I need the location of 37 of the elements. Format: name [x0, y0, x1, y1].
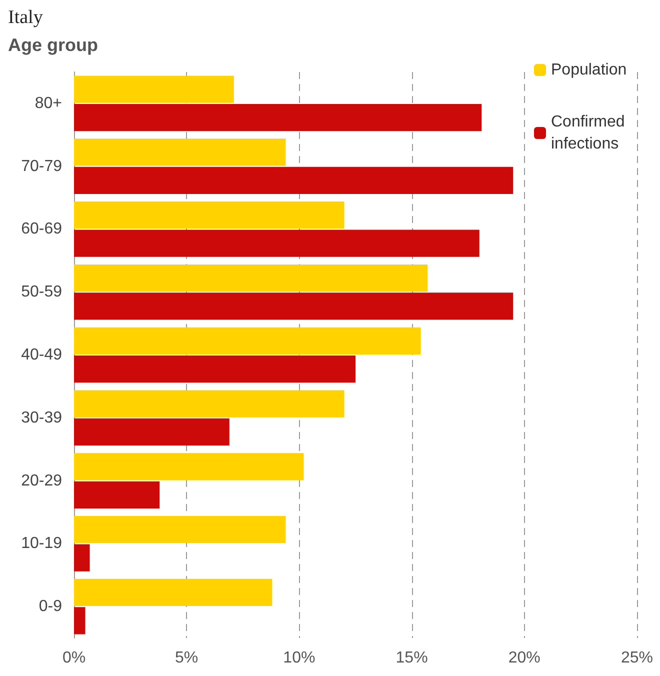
- bar: [74, 481, 160, 508]
- bar: [74, 292, 514, 320]
- x-tick-label: 15%: [396, 650, 428, 666]
- legend-label: Population: [551, 62, 627, 78]
- y-tick-label: 20-29: [21, 472, 62, 490]
- bar: [74, 578, 272, 606]
- bar: [74, 544, 90, 572]
- y-tick-label: 50-59: [21, 284, 62, 301]
- bar: [74, 418, 230, 446]
- bar: [74, 166, 514, 194]
- chart-title: Italy: [8, 7, 44, 28]
- legend-label: Confirmed infections: [551, 114, 630, 152]
- bar: [74, 516, 286, 544]
- bar: [74, 453, 304, 480]
- y-tick-label: 80+: [34, 94, 62, 112]
- y-tick-label: 30-39: [21, 409, 62, 426]
- y-tick-label: 10-19: [21, 535, 62, 552]
- x-tick-label: 5%: [175, 650, 198, 666]
- y-tick-label: 0-9: [38, 598, 62, 616]
- bar: [74, 356, 356, 383]
- x-tick-label: 20%: [508, 650, 540, 666]
- bar: [74, 138, 286, 166]
- bar: [74, 104, 482, 132]
- bar: [74, 327, 421, 354]
- y-tick-label: 40-49: [21, 346, 62, 364]
- x-tick-label: 25%: [620, 650, 654, 666]
- bar: [74, 76, 234, 103]
- bar: [74, 264, 428, 292]
- bar: [74, 390, 344, 418]
- y-axis-title: Age group: [8, 35, 98, 55]
- y-tick-label: 60-69: [21, 220, 62, 238]
- bar: [74, 230, 480, 257]
- y-tick-label: 70-79: [21, 158, 62, 175]
- bar: [74, 202, 344, 229]
- x-tick-label: 0%: [62, 650, 86, 666]
- x-tick-label: 10%: [283, 650, 316, 666]
- bar: [74, 607, 86, 634]
